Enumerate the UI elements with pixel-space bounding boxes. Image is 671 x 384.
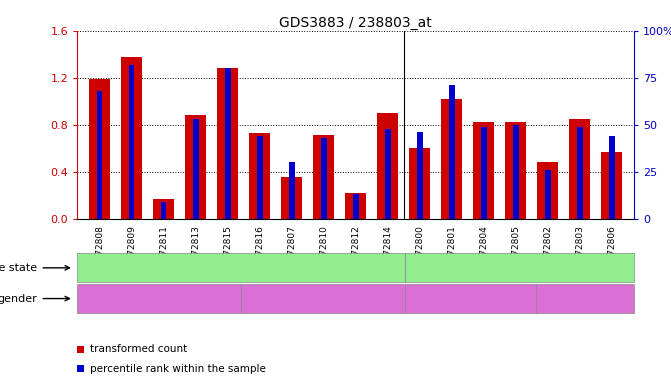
Bar bbox=[160, 202, 166, 219]
Bar bbox=[377, 113, 398, 219]
Text: percentile rank within the sample: percentile rank within the sample bbox=[90, 364, 266, 374]
Bar bbox=[569, 119, 590, 219]
Bar bbox=[505, 122, 526, 219]
Text: normal glucose tolerance: normal glucose tolerance bbox=[448, 263, 590, 273]
Bar bbox=[442, 99, 462, 219]
Bar bbox=[417, 132, 423, 219]
Bar bbox=[409, 148, 430, 219]
Text: disease state: disease state bbox=[0, 263, 37, 273]
Bar bbox=[129, 65, 134, 219]
Bar bbox=[513, 125, 519, 219]
Bar bbox=[121, 56, 142, 219]
Bar bbox=[345, 193, 366, 219]
Bar bbox=[217, 68, 238, 219]
Bar bbox=[577, 127, 582, 219]
Bar bbox=[153, 199, 174, 219]
Bar bbox=[601, 152, 622, 219]
Text: female: female bbox=[566, 293, 605, 304]
Bar bbox=[193, 119, 199, 219]
Text: gender: gender bbox=[0, 293, 37, 304]
Bar bbox=[449, 85, 454, 219]
Bar bbox=[97, 91, 103, 219]
Bar bbox=[609, 136, 615, 219]
Bar bbox=[185, 115, 206, 219]
Bar bbox=[89, 79, 110, 219]
Bar bbox=[313, 136, 334, 219]
Bar bbox=[321, 138, 327, 219]
Bar bbox=[225, 68, 231, 219]
Bar bbox=[249, 133, 270, 219]
Text: type 2 diabetes: type 2 diabetes bbox=[197, 263, 285, 273]
Bar bbox=[289, 162, 295, 219]
Title: GDS3883 / 238803_at: GDS3883 / 238803_at bbox=[279, 16, 432, 30]
Bar bbox=[384, 129, 391, 219]
Text: male: male bbox=[456, 293, 484, 304]
Bar bbox=[473, 122, 494, 219]
Bar bbox=[545, 170, 551, 219]
Bar bbox=[537, 162, 558, 219]
Text: female: female bbox=[303, 293, 342, 304]
Bar bbox=[281, 177, 302, 219]
Text: transformed count: transformed count bbox=[90, 344, 187, 354]
Text: male: male bbox=[145, 293, 173, 304]
Bar bbox=[257, 136, 262, 219]
Bar bbox=[480, 127, 486, 219]
Bar bbox=[353, 194, 358, 219]
